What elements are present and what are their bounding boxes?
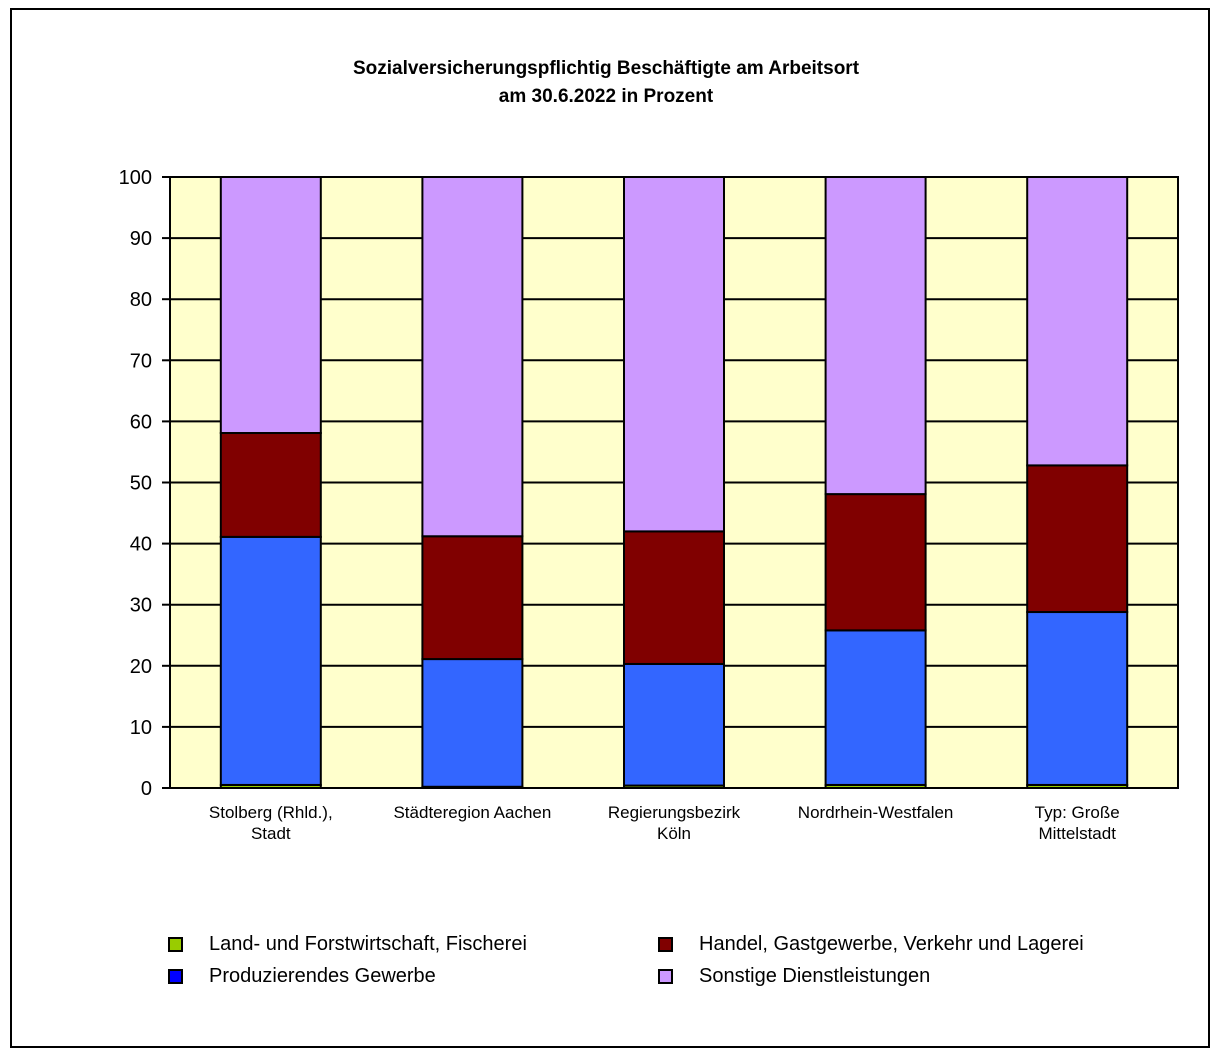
y-tick-label-10: 10 <box>130 717 152 739</box>
legend-label-sonstige: Sonstige Dienstleistungen <box>699 965 931 987</box>
legend-item-produzierendes: Produzierendes Gewerbe <box>168 965 436 988</box>
bar-produzierendes-1 <box>219 535 322 786</box>
bar-produzierendes-3 <box>623 662 725 787</box>
category-label-4-line-1: Nordrhein-Westfalen <box>798 803 954 822</box>
legend-label-handel: Handel, Gastgewerbe, Verkehr und Lagerei <box>699 933 1084 955</box>
y-tick-label-100: 100 <box>119 167 152 189</box>
legend-label-produzierendes: Produzierendes Gewerbe <box>209 965 436 987</box>
y-tick-label-60: 60 <box>130 411 152 433</box>
bar-sonstige-2 <box>421 176 524 538</box>
category-label-3-line-1: Regierungsbezirk <box>608 803 741 822</box>
legend-swatch-handel <box>658 937 673 952</box>
y-tick-label-70: 70 <box>130 350 152 372</box>
bar-handel-3 <box>623 530 725 665</box>
chart-title-line-2: am 30.6.2022 in Prozent <box>498 86 714 107</box>
bar-handel-2 <box>421 535 524 661</box>
bar-sonstige-4 <box>824 176 927 496</box>
bar-handel-4 <box>824 493 927 632</box>
category-label-5-line-1: Typ: Große <box>1035 803 1120 822</box>
legend-swatch-sonstige <box>658 969 673 984</box>
bar-sonstige-1 <box>219 176 322 435</box>
y-tick-label-30: 30 <box>130 595 152 617</box>
category-label-5-line-2: Mittelstadt <box>1038 824 1116 843</box>
y-tick-label-40: 40 <box>130 534 152 556</box>
category-label-1-line-1: Stolberg (Rhld.), <box>209 803 333 822</box>
category-label-3-line-2: Köln <box>657 824 691 843</box>
category-label-2-line-1: Städteregion Aachen <box>393 803 551 822</box>
bar-sonstige-5 <box>1026 176 1129 467</box>
bar-sonstige-3 <box>623 176 725 533</box>
bar-produzierendes-4 <box>824 629 927 786</box>
legend-item-sonstige: Sonstige Dienstleistungen <box>658 965 930 988</box>
legend-swatch-land <box>168 937 183 952</box>
chart-title-line-1: Sozialversicherungspflichtig Beschäftigt… <box>352 58 860 79</box>
y-tick-label-90: 90 <box>130 228 152 250</box>
legend-label-land: Land- und Forstwirtschaft, Fischerei <box>209 933 527 955</box>
bar-produzierendes-5 <box>1026 611 1129 786</box>
bar-handel-1 <box>219 432 322 538</box>
legend-item-land: Land- und Forstwirtschaft, Fischerei <box>168 933 527 956</box>
bar-produzierendes-2 <box>421 658 524 788</box>
y-tick-label-20: 20 <box>130 656 152 678</box>
bar-handel-5 <box>1026 464 1129 614</box>
chart-title: Sozialversicherungspflichtig Beschäftigt… <box>0 55 1212 111</box>
y-tick-label-0: 0 <box>141 778 152 800</box>
legend-item-handel: Handel, Gastgewerbe, Verkehr und Lagerei <box>658 933 1084 956</box>
legend-swatch-produzierendes <box>168 969 183 984</box>
category-label-1-line-2: Stadt <box>251 824 291 843</box>
y-tick-label-80: 80 <box>130 289 152 311</box>
y-tick-label-50: 50 <box>130 473 152 495</box>
